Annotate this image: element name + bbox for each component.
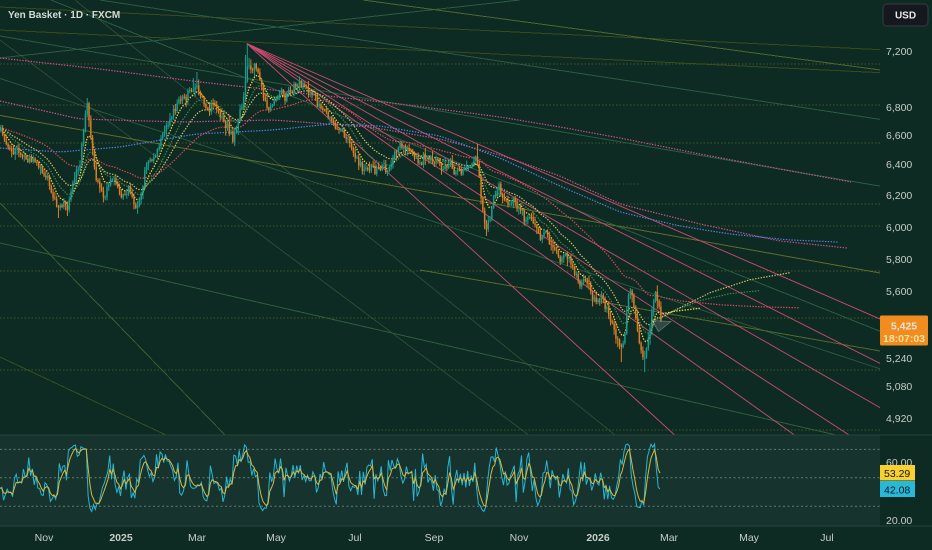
- svg-text:Jul: Jul: [820, 532, 833, 544]
- svg-text:20.00: 20.00: [886, 515, 912, 527]
- svg-text:Sep: Sep: [425, 532, 444, 544]
- svg-text:May: May: [266, 532, 287, 544]
- svg-text:18:07:03: 18:07:03: [883, 333, 925, 345]
- svg-text:2026: 2026: [586, 532, 610, 544]
- svg-text:Nov: Nov: [35, 532, 54, 544]
- svg-text:6,200: 6,200: [886, 190, 912, 202]
- svg-text:2025: 2025: [109, 532, 133, 544]
- svg-text:Yen Basket · 1D · FXCM: Yen Basket · 1D · FXCM: [8, 10, 120, 21]
- svg-text:6,400: 6,400: [886, 159, 912, 171]
- svg-text:5,600: 5,600: [886, 286, 912, 298]
- svg-text:May: May: [739, 532, 760, 544]
- svg-text:USD: USD: [895, 11, 916, 22]
- svg-text:5,240: 5,240: [886, 353, 912, 365]
- svg-text:5,425: 5,425: [891, 321, 917, 333]
- svg-text:Jul: Jul: [348, 532, 361, 544]
- svg-text:5,080: 5,080: [886, 381, 912, 393]
- svg-text:6,600: 6,600: [886, 130, 912, 142]
- svg-text:6,800: 6,800: [886, 102, 912, 114]
- svg-text:4,920: 4,920: [886, 413, 912, 425]
- svg-text:53.29: 53.29: [884, 468, 910, 480]
- svg-text:Mar: Mar: [188, 532, 207, 544]
- svg-text:6,000: 6,000: [886, 222, 912, 234]
- svg-text:7,200: 7,200: [886, 46, 912, 58]
- svg-text:42.08: 42.08: [884, 485, 910, 497]
- svg-text:Mar: Mar: [660, 532, 679, 544]
- svg-text:5,800: 5,800: [886, 254, 912, 266]
- svg-text:Nov: Nov: [510, 532, 529, 544]
